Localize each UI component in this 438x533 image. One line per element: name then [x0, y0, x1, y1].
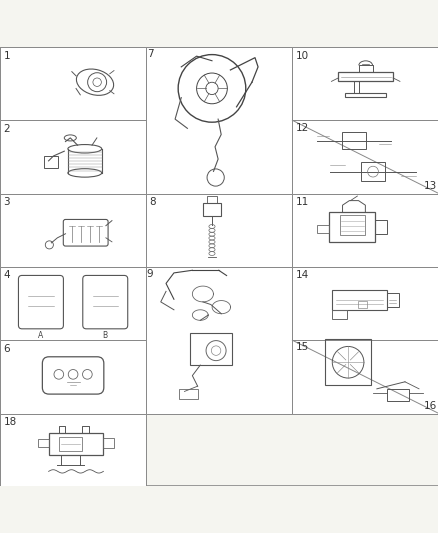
- Text: 6: 6: [4, 344, 10, 354]
- Bar: [44, 156, 58, 168]
- Text: 4: 4: [4, 270, 10, 280]
- Bar: [103, 438, 114, 448]
- Bar: [292, 193, 438, 267]
- Bar: [0, 120, 146, 193]
- Bar: [357, 301, 366, 308]
- Bar: [344, 93, 385, 98]
- Bar: [386, 293, 398, 306]
- Bar: [38, 439, 49, 447]
- Text: 11: 11: [295, 197, 308, 207]
- Text: 10: 10: [295, 51, 308, 61]
- Bar: [179, 389, 197, 399]
- Bar: [0, 414, 146, 486]
- Bar: [292, 267, 438, 340]
- Bar: [203, 204, 220, 216]
- Bar: [324, 339, 371, 385]
- Bar: [146, 267, 292, 414]
- Text: 1: 1: [4, 51, 10, 61]
- Bar: [146, 47, 292, 193]
- Bar: [49, 433, 103, 455]
- Bar: [0, 193, 146, 267]
- Text: 8: 8: [149, 197, 156, 207]
- Text: 12: 12: [295, 123, 308, 133]
- Text: 14: 14: [295, 270, 308, 280]
- Bar: [0, 47, 146, 120]
- Text: 7: 7: [147, 49, 154, 59]
- Text: B: B: [102, 330, 108, 340]
- Bar: [59, 437, 82, 451]
- Bar: [292, 120, 438, 193]
- Bar: [353, 82, 358, 93]
- Text: 18: 18: [4, 417, 17, 427]
- Bar: [338, 72, 392, 82]
- Bar: [0, 340, 146, 414]
- Text: 9: 9: [146, 269, 152, 279]
- Text: 13: 13: [423, 181, 436, 191]
- Text: A: A: [38, 330, 43, 340]
- Bar: [328, 212, 374, 241]
- Bar: [206, 197, 217, 204]
- Bar: [189, 334, 231, 365]
- Bar: [292, 47, 438, 120]
- Bar: [360, 163, 385, 181]
- Bar: [339, 215, 364, 235]
- Bar: [374, 220, 386, 233]
- Text: 2: 2: [4, 124, 10, 134]
- Text: 3: 3: [4, 197, 10, 207]
- Text: 16: 16: [423, 401, 436, 411]
- Bar: [386, 389, 408, 401]
- Bar: [292, 340, 438, 414]
- Bar: [146, 193, 292, 267]
- Bar: [331, 310, 346, 319]
- Bar: [0, 267, 146, 340]
- Bar: [342, 133, 365, 149]
- Text: 15: 15: [295, 342, 308, 352]
- Bar: [331, 290, 386, 310]
- Bar: [317, 224, 328, 232]
